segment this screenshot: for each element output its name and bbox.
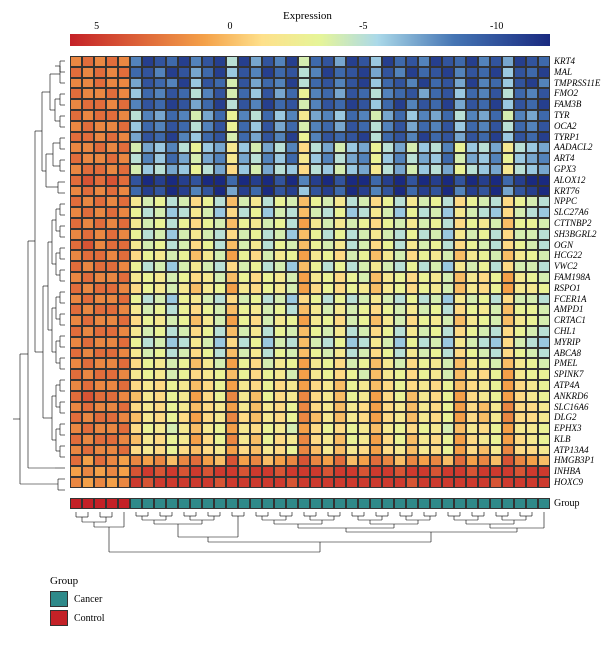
legend-title: Group (50, 575, 105, 587)
group-annotation-bar (70, 498, 550, 509)
column-dendrogram (70, 512, 550, 562)
colorbar (70, 34, 550, 46)
legend-item-control: Control (50, 610, 105, 626)
legend-swatch (50, 591, 68, 607)
row-dendrogram (10, 56, 68, 496)
group-annotation-label: Group (554, 498, 580, 509)
colorbar-ticks: 50-5-10 (70, 21, 550, 33)
legend-item-cancer: Cancer (50, 591, 105, 607)
group-legend: Group Cancer Control (50, 575, 105, 629)
legend-text: Control (74, 613, 105, 624)
gene-labels: KRT4MALTMPRSS11EFMO2FAM3BTYROCA2TYRP1AAD… (554, 56, 609, 499)
heatmap (70, 56, 550, 496)
legend-text: Cancer (74, 594, 102, 605)
legend-swatch (50, 610, 68, 626)
